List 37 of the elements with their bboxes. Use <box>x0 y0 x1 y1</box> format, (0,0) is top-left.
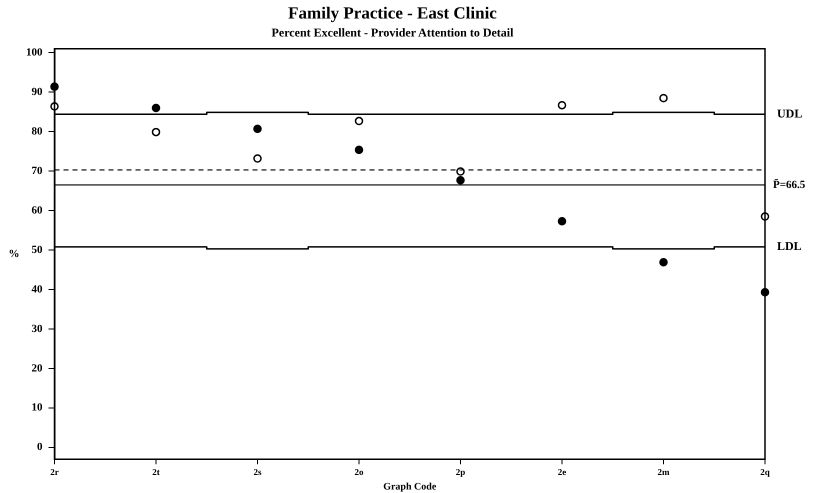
y-axis-title: % <box>8 248 20 260</box>
x-tick-label: 2t <box>152 466 160 477</box>
series-label: LDL <box>777 238 802 253</box>
y-tick-label: 60 <box>32 204 43 216</box>
x-tick-label: 2s <box>253 466 262 477</box>
y-tick-label: 30 <box>32 322 43 335</box>
point <box>659 258 668 267</box>
ref-line-label: P̄=66.5 <box>773 178 806 191</box>
point <box>354 116 364 126</box>
y-tick-label: 100 <box>26 46 43 59</box>
x-axis-title: Graph Code <box>383 482 437 493</box>
y-tick-label: 10 <box>32 402 43 414</box>
point <box>152 128 160 136</box>
point <box>253 124 262 134</box>
x-tick-label: 2m <box>658 466 670 477</box>
point <box>659 94 668 102</box>
chart-subtitle: Percent Excellent - Provider Attention to Detail <box>272 26 514 40</box>
point <box>253 154 262 163</box>
x-tick-label: 2r <box>50 466 59 477</box>
y-tick-label: 90 <box>32 86 43 98</box>
point <box>152 104 160 112</box>
x-tick-label: 2p <box>456 466 466 477</box>
x-tick-label: 2o <box>354 466 364 477</box>
x-tick-label: 2q <box>760 466 770 477</box>
point <box>354 146 364 154</box>
y-tick-label: 20 <box>32 362 43 374</box>
chart-title: Family Practice - East Clinic <box>288 4 498 23</box>
point <box>558 100 566 110</box>
y-tick-label: 0 <box>37 441 43 454</box>
y-tick-label: 80 <box>32 126 43 138</box>
y-tick-label: 40 <box>32 283 43 296</box>
y-tick-label: 70 <box>32 164 43 177</box>
point <box>558 216 566 226</box>
point <box>456 176 465 184</box>
series-label: UDL <box>777 106 802 120</box>
y-tick-label: 50 <box>32 244 43 256</box>
x-tick-label: 2e <box>558 466 566 477</box>
